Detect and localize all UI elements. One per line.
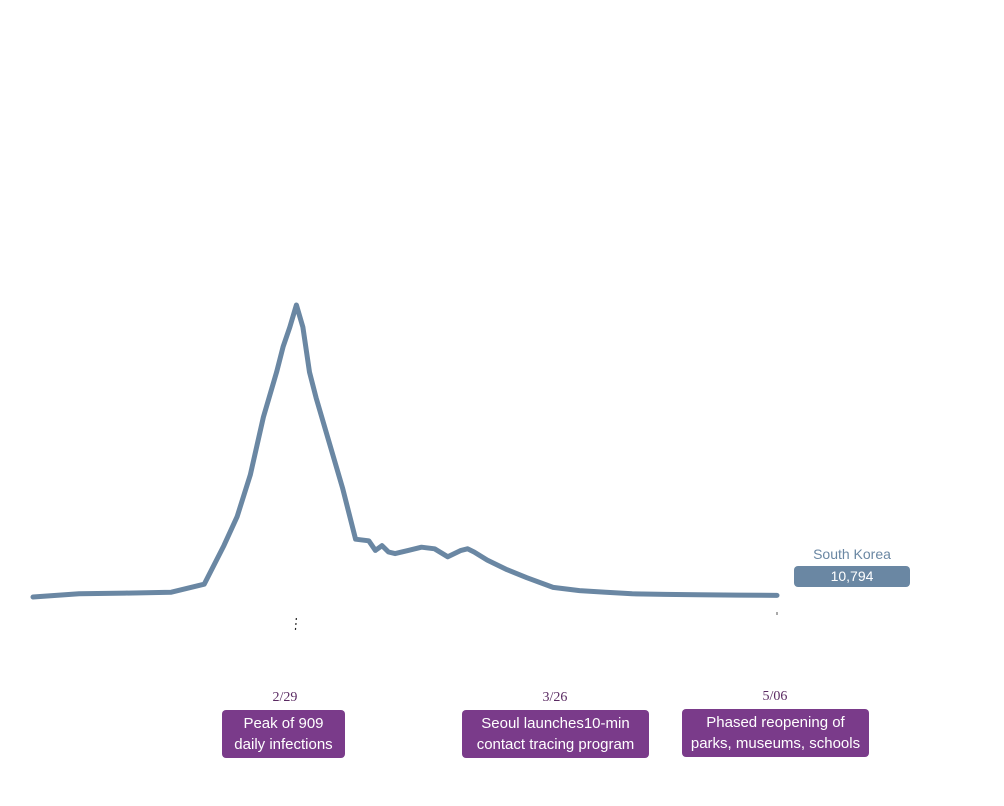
annotation-date-2: 3/26	[542, 690, 568, 705]
annotation-box-3: Phased reopening of parks, museums, scho…	[682, 709, 869, 757]
annotation-date-1: 2/29	[272, 690, 298, 705]
annotation-1-line-1: Peak of 909	[243, 715, 324, 732]
annotation-date-3: 5/06	[762, 689, 788, 704]
annotation-box-1: Peak of 909 daily infections	[222, 710, 345, 758]
peak-tick-mark	[294, 617, 297, 632]
annotation-2-line-1: Seoul launches10-min	[481, 715, 630, 732]
annotation-2-line-2: contact tracing program	[476, 736, 635, 753]
annotation-1-line-2: daily infections	[234, 736, 333, 753]
series-name-label: South Korea	[813, 546, 891, 562]
annotation-3-line-2: parks, museums, schools	[690, 735, 861, 752]
series-line-south-korea	[30, 302, 780, 600]
annotation-box-2: Seoul launches10-min contact tracing pro…	[462, 710, 649, 758]
annotation-3-line-1: Phased reopening of	[706, 714, 845, 731]
series-end-value-badge: 10,794	[794, 566, 910, 587]
